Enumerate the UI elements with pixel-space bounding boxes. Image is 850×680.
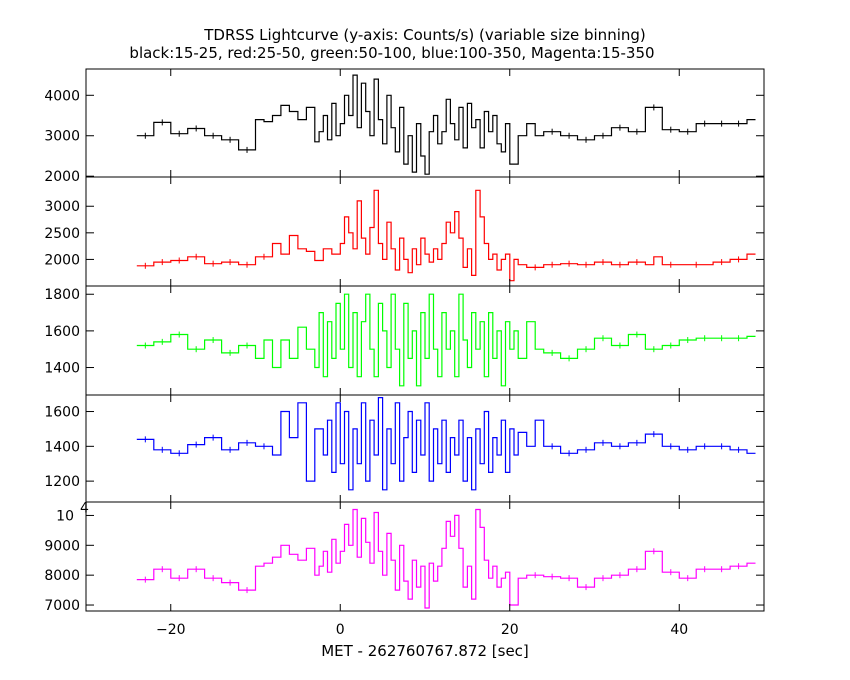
y-tick-label: 7000 — [44, 598, 80, 614]
panel-3: 1400 1600 1800 — [44, 285, 765, 396]
x-tick-label: 0 — [336, 622, 345, 638]
panel-1: 2000 3000 4000 — [44, 68, 765, 185]
panels-group: 2000 3000 4000 2000 2500 3000 1400 1600 1800 1200… — [44, 68, 765, 614]
y-tick-label: 2500 — [44, 226, 80, 242]
y-tick-label: 1600 — [44, 324, 80, 340]
series-line-4 — [136, 397, 756, 491]
x-axis: −20 0 20 40 — [156, 622, 688, 638]
chart-title: TDRSS Lightcurve (y-axis: Counts/s) (var… — [203, 26, 646, 44]
y-tick-label: 3000 — [44, 129, 80, 145]
x-tick-label: 40 — [670, 622, 688, 638]
x-axis-label: MET - 262760767.872 [sec] — [321, 642, 529, 660]
panel-4: 1200 1400 1600 — [44, 394, 765, 503]
y-tick-label: 10 — [56, 508, 74, 524]
y-tick-exponent: 4 — [80, 500, 89, 516]
y-tick-label: 2000 — [44, 252, 80, 268]
series-line-5 — [136, 508, 756, 609]
x-tick-label: 20 — [501, 622, 519, 638]
series-line-1 — [136, 74, 756, 175]
panel-2: 2000 2500 3000 — [44, 176, 765, 287]
x-tick-label: −20 — [156, 622, 186, 638]
y-tick-label: 2000 — [44, 169, 80, 185]
y-tick-label: 1200 — [44, 474, 80, 490]
y-tick-label: 8000 — [44, 568, 80, 584]
series-line-3 — [136, 293, 756, 387]
y-tick-label: 9000 — [44, 538, 80, 554]
y-tick-label: 1600 — [44, 405, 80, 421]
chart-subtitle: black:15-25, red:25-50, green:50-100, bl… — [129, 44, 654, 62]
panel-frame — [85, 176, 765, 287]
panel-5: 7000 8000 9000 10 4 — [44, 500, 765, 614]
y-tick-label: 1400 — [44, 439, 80, 455]
y-tick-label: 1800 — [44, 287, 80, 303]
y-tick-label: 1400 — [44, 361, 80, 377]
y-tick-label: 4000 — [44, 88, 80, 104]
panel-frame — [85, 501, 765, 612]
series-line-2 — [136, 189, 756, 282]
y-tick-label: 3000 — [44, 199, 80, 215]
